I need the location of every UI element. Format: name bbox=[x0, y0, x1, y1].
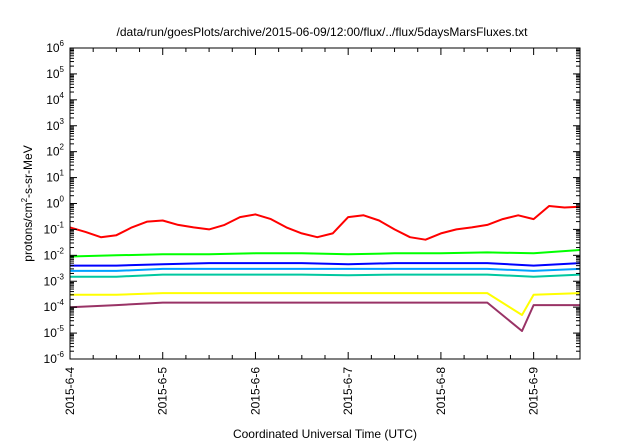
y-tick-label: 10-6 bbox=[44, 350, 65, 366]
y-tick-label: 105 bbox=[46, 65, 64, 81]
y-tick-label: 100 bbox=[46, 195, 64, 211]
y-tick-label: 101 bbox=[46, 169, 64, 185]
series-line-5 bbox=[70, 292, 581, 316]
y-axis-label-superscript: 2 bbox=[20, 197, 29, 202]
chart-title: /data/run/goesPlots/archive/2015-06-09/1… bbox=[117, 25, 529, 39]
y-tick-label: 104 bbox=[46, 91, 64, 107]
y-tick-label: 10-4 bbox=[44, 298, 65, 314]
x-tick-label: 2015-6-9 bbox=[527, 367, 541, 415]
x-tick-label: 2015-6-6 bbox=[248, 367, 262, 415]
series-line-1 bbox=[69, 249, 581, 258]
plot-frame bbox=[69, 47, 581, 360]
y-axis: 10-6 10-5 10-4 10-3 10-2 10-1 100 101 102 103 104 1… bbox=[44, 39, 580, 366]
y-axis-label: protons/cm2-s-sr-MeV bbox=[20, 145, 35, 261]
x-tick-label: 2015-6-5 bbox=[156, 367, 170, 415]
x-tick-label: 2015-6-8 bbox=[434, 367, 448, 415]
y-tick-label: 10-1 bbox=[44, 220, 65, 236]
y-tick-label: 103 bbox=[46, 117, 64, 133]
y-axis-label-rest: -s-sr-MeV bbox=[21, 145, 35, 198]
y-axis-label-main: protons/cm bbox=[21, 202, 35, 261]
y-tick-label: 10-2 bbox=[44, 246, 65, 262]
x-tick-label: 2015-6-4 bbox=[63, 367, 77, 415]
series-line-2 bbox=[70, 262, 581, 267]
x-axis-label: Coordinated Universal Time (UTC) bbox=[233, 427, 417, 441]
y-tick-label: 106 bbox=[46, 39, 64, 55]
series-line-6 bbox=[69, 301, 580, 332]
series-line-4 bbox=[70, 273, 581, 278]
series-line-0 bbox=[69, 205, 581, 241]
y-tick-label: 102 bbox=[46, 143, 64, 159]
series-line-3 bbox=[70, 267, 581, 272]
x-tick-label: 2015-6-7 bbox=[341, 367, 355, 415]
y-tick-label: 10-3 bbox=[44, 272, 65, 288]
series-layer bbox=[69, 205, 581, 332]
x-axis: 2015-6-4 2015-6-5 2015-6-6 2015-6-7 2015-6-8… bbox=[63, 48, 581, 415]
y-tick-label: 10-5 bbox=[44, 324, 65, 340]
